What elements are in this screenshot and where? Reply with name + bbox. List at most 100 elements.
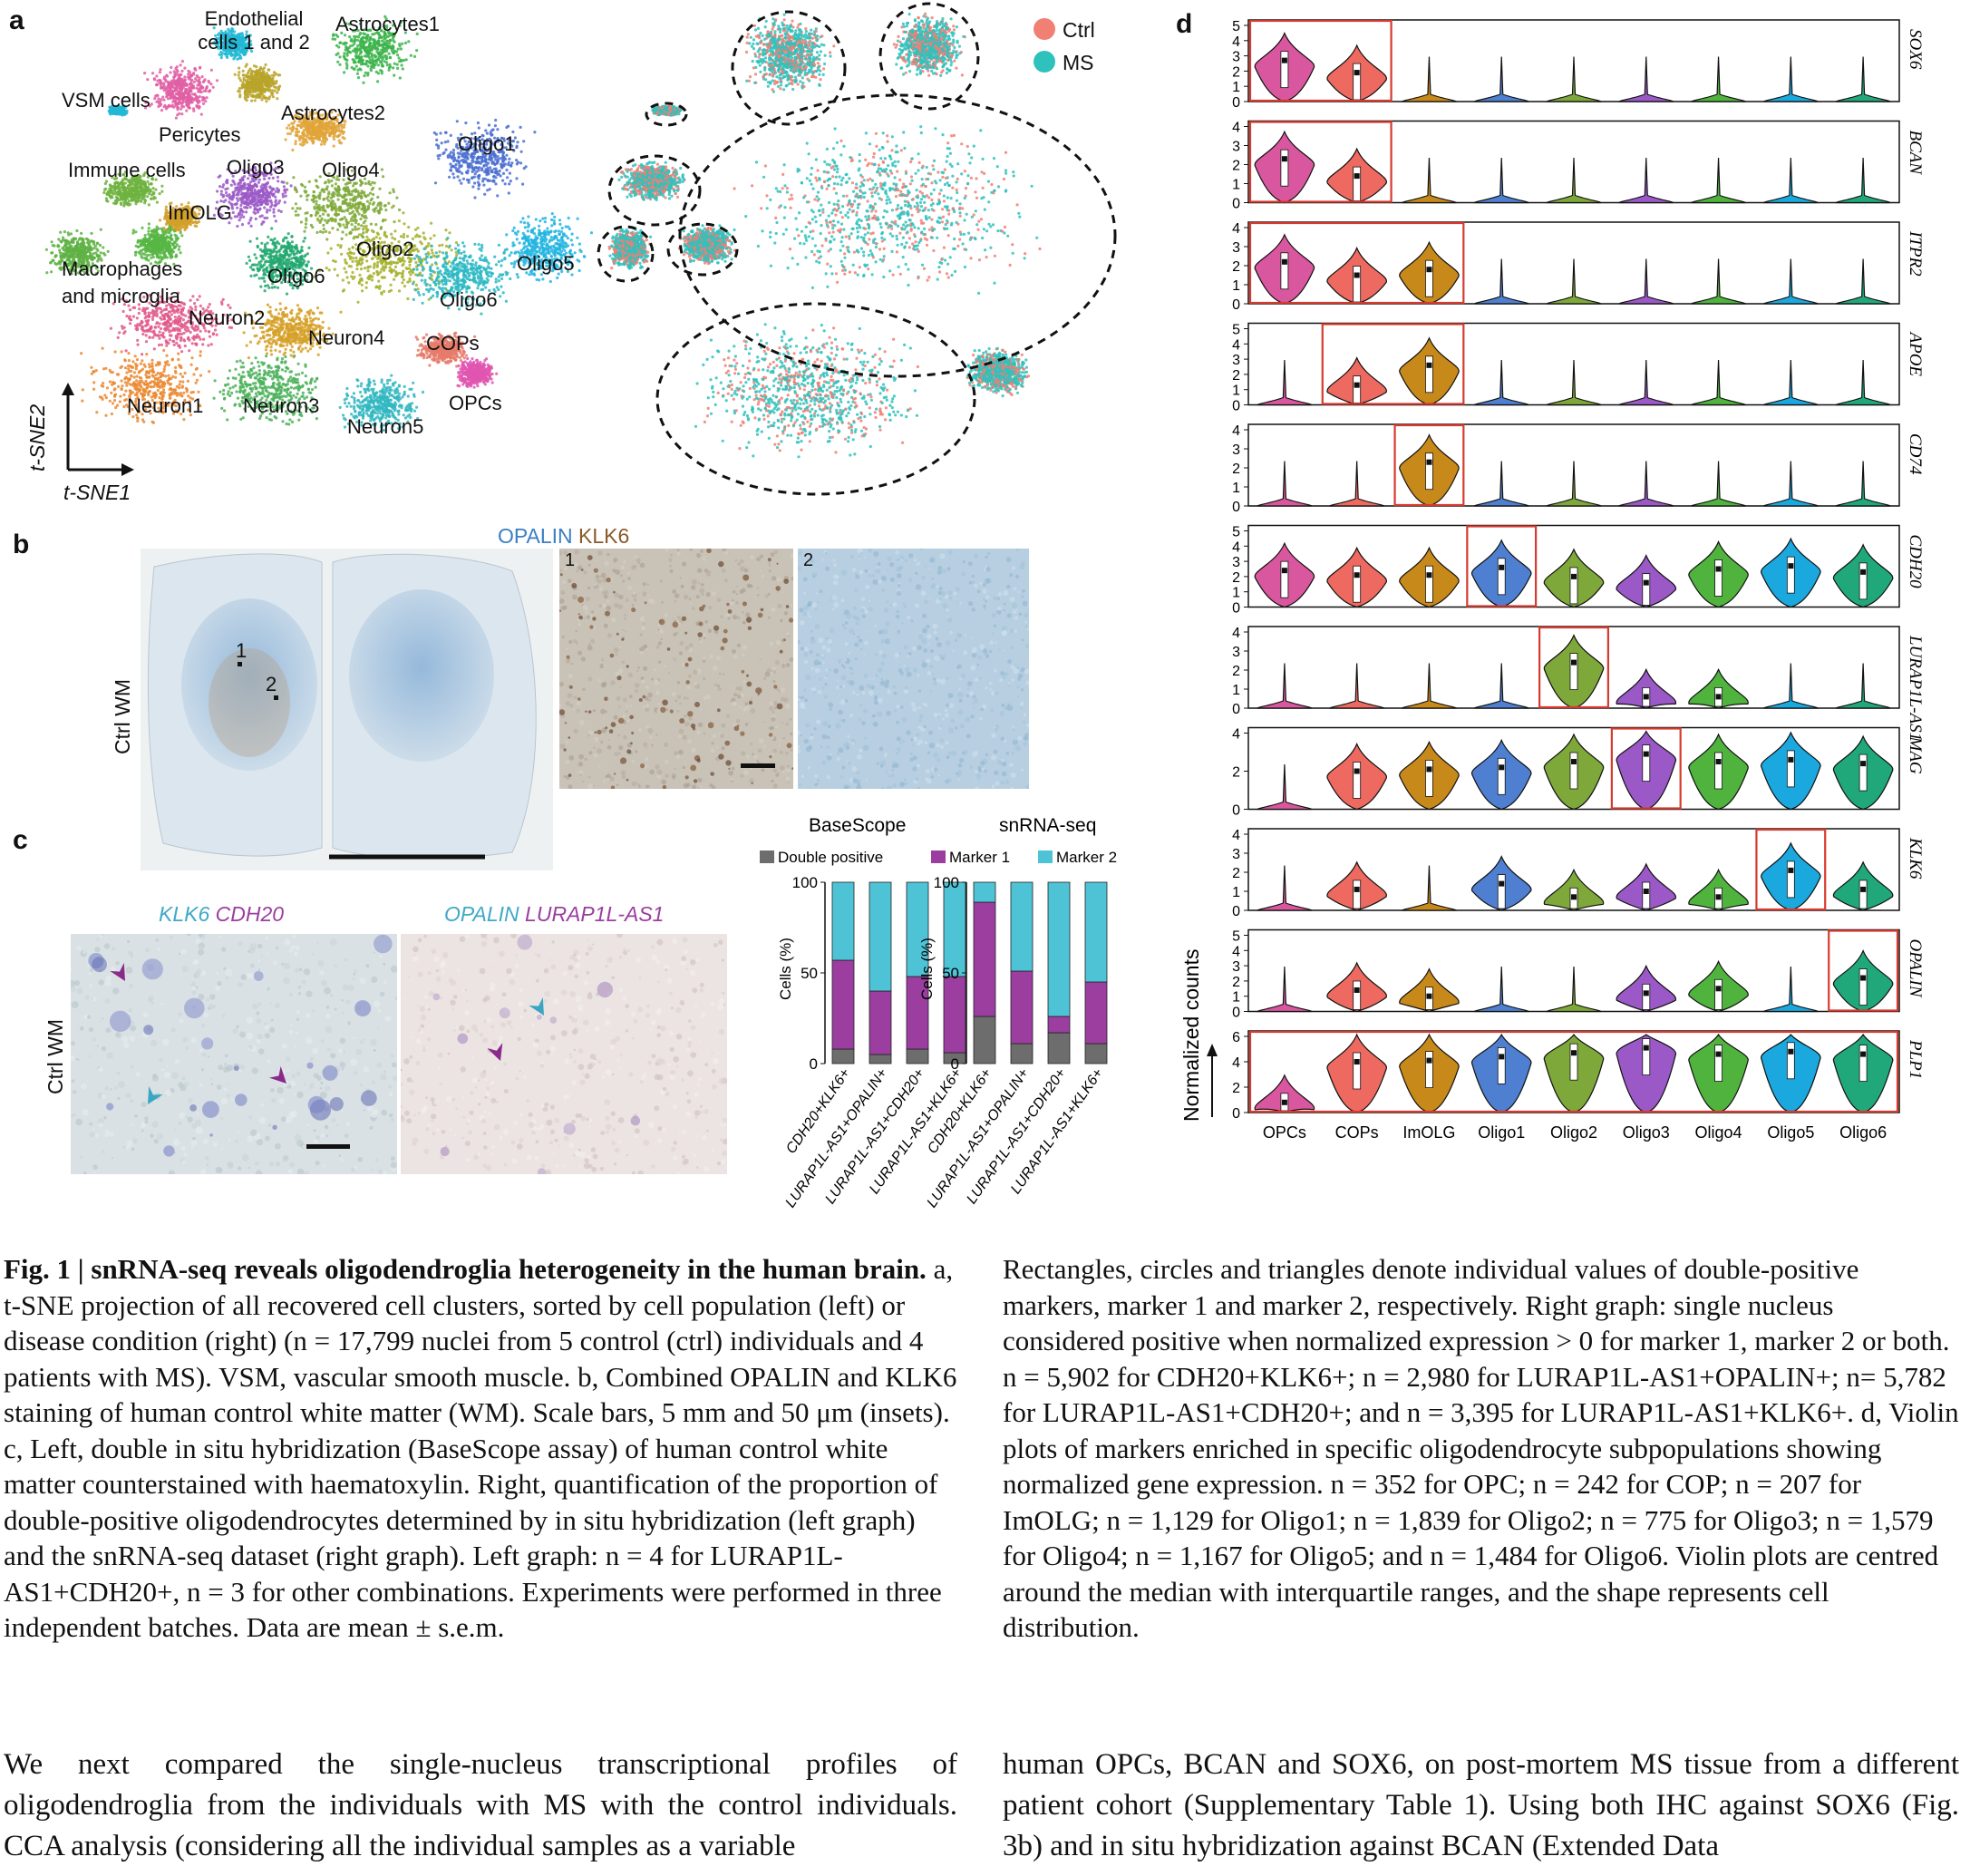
violin-ytick: 2 xyxy=(1232,866,1240,881)
bar-segment xyxy=(973,881,996,903)
violin-ytick: 2 xyxy=(1232,664,1240,679)
legend-ms-dot xyxy=(1034,51,1055,73)
violin-ytick: 6 xyxy=(1232,1030,1240,1045)
violin-shape xyxy=(1835,359,1891,406)
violin-shape xyxy=(1546,359,1602,406)
violin-xtick: Oligo5 xyxy=(1767,1123,1814,1142)
violin-xtick: COPs xyxy=(1335,1123,1379,1142)
violin-gene-label: SOX6 xyxy=(1906,29,1925,70)
bar-legend-label: Marker 2 xyxy=(1056,849,1117,866)
cdh20-gene-label: CDH20 xyxy=(216,902,284,926)
violin-shape xyxy=(1762,157,1819,204)
violin-shape xyxy=(1762,359,1819,406)
bar-segment xyxy=(1084,1043,1108,1064)
cluster-label: Oligo3 xyxy=(227,156,285,180)
cluster-label: Oligo6 xyxy=(267,265,325,288)
violin-xtick: ImOLG xyxy=(1402,1123,1455,1142)
inset-2-image: 2 xyxy=(798,549,1029,789)
tsne-plots xyxy=(44,2,1117,496)
highlight-box xyxy=(1755,828,1827,911)
bar-ytick: 0 xyxy=(951,1055,959,1073)
violin-shape xyxy=(1835,56,1891,102)
bar-segment xyxy=(869,1054,892,1064)
violin-shape xyxy=(1473,56,1529,102)
panel-b-title: OPALIN KLK6 xyxy=(498,524,629,549)
inset-1-label: 1 xyxy=(565,550,575,571)
klk6-gene-label: KLK6 xyxy=(159,902,209,926)
violin-xtick: Oligo2 xyxy=(1550,1123,1597,1142)
tsne-cluster-plot xyxy=(44,15,594,433)
cluster-label: OPCs xyxy=(449,392,502,415)
highlight-box xyxy=(1248,221,1465,305)
bar-segment xyxy=(943,881,966,977)
violin-gene-label: OPALIN xyxy=(1906,939,1925,998)
violin-shape xyxy=(1546,56,1602,102)
highlight-box xyxy=(1610,727,1682,810)
bar-segment xyxy=(1084,981,1108,1045)
opalin-gene-label: OPALIN xyxy=(444,902,519,926)
violin-shape xyxy=(1401,157,1458,204)
violin-shape xyxy=(1473,663,1529,709)
cluster-label: VSM cells xyxy=(62,89,150,112)
highlight-box xyxy=(1393,423,1465,507)
legend-ms-label: MS xyxy=(1063,51,1094,75)
inset-2-label: 2 xyxy=(803,550,813,571)
violin-xtick: OPCs xyxy=(1263,1123,1306,1142)
caption-right: Rectangles, circles and triangles denote… xyxy=(1003,1251,1959,1646)
violin-shape xyxy=(1329,461,1385,507)
cluster-label: Immune cells xyxy=(68,159,186,182)
panel-d-label: d xyxy=(1176,9,1192,40)
violin-shape xyxy=(1257,663,1313,709)
violin-ytick: 2 xyxy=(1232,368,1240,384)
violin-shape xyxy=(1690,461,1747,507)
violin-gene-label: MAG xyxy=(1906,736,1925,774)
violin-ytick: 1 xyxy=(1232,586,1240,601)
panel-c-label: c xyxy=(13,825,28,856)
lurap1l-as1-gene-label: LURAP1L-AS1 xyxy=(525,902,664,926)
violin-xtick: Oligo1 xyxy=(1478,1123,1525,1142)
violin-ytick: 4 xyxy=(1232,828,1240,843)
violin-gene-label: KLK6 xyxy=(1906,837,1925,880)
legend-ctrl-dot xyxy=(1034,18,1055,40)
violin-gene-label: BCAN xyxy=(1906,131,1925,176)
violin-shape xyxy=(1546,966,1602,1013)
violin-shape xyxy=(1618,461,1674,507)
panel-c-img1-title: KLK6 CDH20 xyxy=(159,902,284,927)
violin-shape xyxy=(1546,157,1602,204)
bar-segment xyxy=(1047,1016,1071,1034)
highlight-box xyxy=(1466,525,1538,608)
panel-c-side-label: Ctrl WM xyxy=(44,1019,68,1094)
violin-xtick: Oligo4 xyxy=(1695,1123,1742,1142)
violin-ytick: 1 xyxy=(1232,278,1240,294)
violin-shape xyxy=(1835,461,1891,507)
double-positive-bar-charts: Double positive Marker 1 Marker 2 BaseScope… xyxy=(760,815,1117,1210)
bar-ytick: 100 xyxy=(792,874,818,891)
cluster-label: Pericytes xyxy=(159,123,240,147)
violin-shape xyxy=(1690,56,1747,102)
legend-ctrl-label: Ctrl xyxy=(1063,18,1095,43)
violin-shape xyxy=(1762,966,1819,1013)
cluster-label: ImOLG xyxy=(168,201,232,225)
bar-segment xyxy=(1010,1043,1034,1064)
violin-shape xyxy=(1835,157,1891,204)
violin-ytick: 0 xyxy=(1232,1006,1240,1021)
violin-shape xyxy=(1257,966,1313,1013)
violin-gene-label: PLP1 xyxy=(1906,1039,1925,1079)
violin-gene-label: LURAP1L-AS1 xyxy=(1906,635,1925,741)
tsne-y-label: t-SNE2 xyxy=(25,404,50,471)
violin-shape xyxy=(1546,461,1602,507)
violin-shape xyxy=(1618,56,1674,102)
violin-ytick: 2 xyxy=(1232,975,1240,990)
bar-legend-label: Marker 1 xyxy=(949,849,1010,866)
insitu-image-1 xyxy=(71,934,397,1174)
bar-ytick: 0 xyxy=(810,1055,818,1073)
cluster-label: Oligo5 xyxy=(517,252,575,276)
violin-ytick: 3 xyxy=(1232,645,1240,660)
bar-segment xyxy=(831,959,855,1050)
violin-ytick: 3 xyxy=(1232,50,1240,65)
violin-shape xyxy=(1473,359,1529,406)
violin-ytick: 4 xyxy=(1232,539,1240,555)
cluster-label: Macrophages and microglia xyxy=(62,256,216,310)
insitu-scalebar xyxy=(306,1144,350,1149)
marker-1-dot xyxy=(238,662,242,666)
